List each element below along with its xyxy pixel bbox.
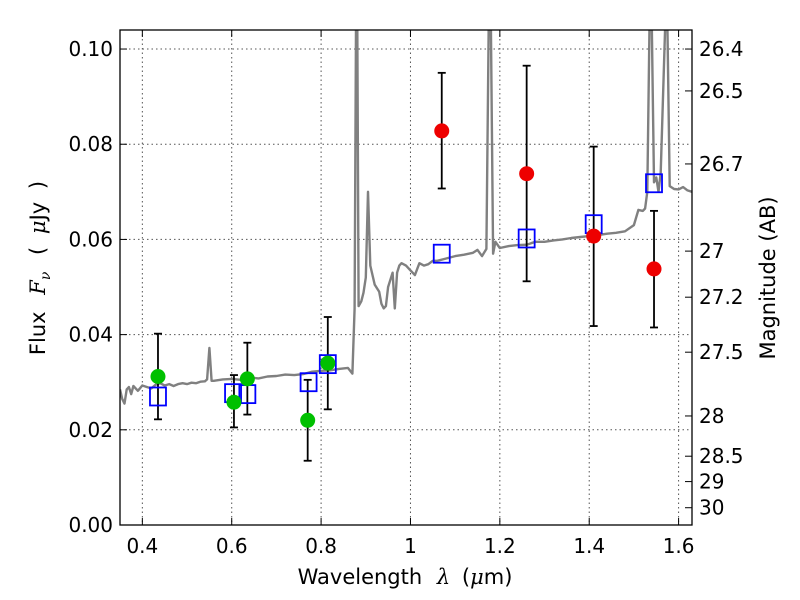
x-tick-label: 1 [404, 534, 417, 558]
observed-optical-point [150, 369, 166, 384]
x-tick-label: 0.8 [305, 534, 337, 558]
y2-tick-label: 26.5 [699, 79, 744, 103]
model-photometry-square [517, 228, 536, 249]
y-tick-label: 0.08 [68, 132, 113, 156]
model-photometry-square [318, 354, 337, 375]
model-photometry-square [299, 372, 318, 393]
observed-optical-point [226, 394, 242, 410]
x-tick-label: 0.4 [126, 534, 158, 558]
plot-area [120, 30, 692, 462]
x-axis-title: Wavelength λ (μm) [298, 565, 513, 589]
y2-tick-label: 26.7 [699, 152, 744, 176]
model-photometry-square [149, 386, 167, 407]
observed-nir-point [586, 228, 602, 244]
x-tick-label: 1.4 [573, 534, 605, 558]
model-photometry-square [645, 173, 663, 194]
observed-nir-point [646, 261, 662, 277]
x-tick-label: 0.6 [216, 534, 248, 558]
observed-optical-point [320, 355, 336, 371]
y2-tick-label: 28 [699, 404, 724, 428]
y-tick-label: 0.00 [68, 513, 113, 537]
y-tick-label: 0.04 [68, 323, 113, 347]
observed-nir-point [434, 123, 450, 139]
x-tick-label: 1.2 [484, 534, 516, 558]
y2-tick-label: 30 [699, 496, 724, 520]
y2-tick-label: 27.5 [699, 340, 744, 364]
model-photometry-square [432, 243, 451, 264]
observed-optical-point [239, 371, 255, 387]
y-tick-label: 0.02 [68, 418, 113, 442]
observed-nir-point [519, 166, 535, 182]
y-axis-title: Flux Fν ( μJy ) [26, 181, 55, 355]
model-spectrum-line [120, 30, 692, 405]
y2-tick-label: 26.4 [699, 37, 744, 61]
observed-optical-point [300, 412, 316, 428]
y-tick-label: 0.10 [68, 37, 113, 61]
x-tick-label: 1.6 [663, 534, 695, 558]
grid [120, 30, 692, 525]
y-tick-label: 0.06 [68, 227, 113, 251]
plot-frame [119, 29, 693, 526]
y2-tick-label: 28.5 [699, 444, 744, 468]
y2-tick-label: 29 [699, 470, 724, 494]
axis-ticks: 0.4 0.6 0.8 1 1.2 1.4 1.6 0.00 0.02 0.04 0.06 0.08 0… [68, 30, 744, 558]
y2-tick-label: 27.2 [699, 285, 744, 309]
y2-tick-label: 27 [699, 239, 724, 263]
y2-axis-title: Magnitude (AB) [756, 196, 780, 359]
